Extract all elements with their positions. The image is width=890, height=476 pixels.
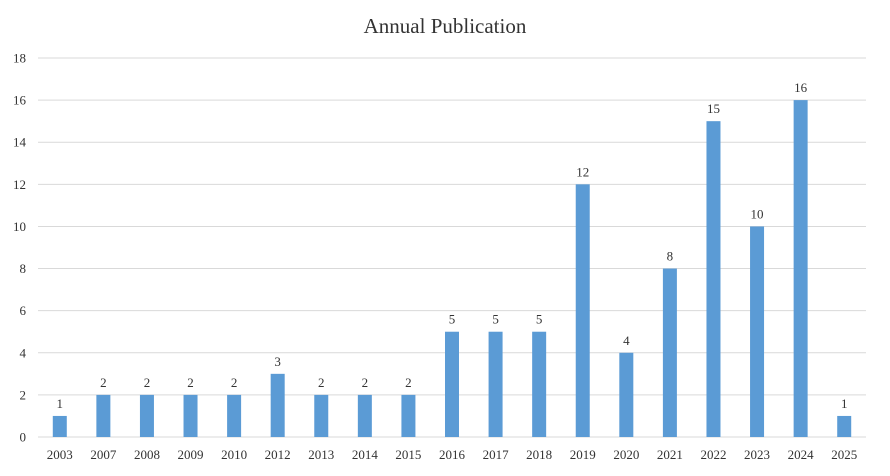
x-tick-label: 2024 [788,447,815,462]
data-label: 2 [362,375,369,390]
bar [706,121,721,438]
y-tick-label: 12 [13,177,26,192]
x-tick-label: 2025 [831,447,857,462]
data-label: 4 [623,333,630,348]
bar [488,331,503,437]
x-tick-label: 2019 [570,447,596,462]
data-label: 1 [841,396,848,411]
x-tick-label: 2010 [221,447,247,462]
x-axis-tick-labels: 2003 2007 2008 2009 2010 2012 2013 2014 2015 2016… [47,447,857,462]
data-label: 5 [492,312,499,327]
x-tick-label: 2023 [744,447,770,462]
y-tick-label: 0 [20,430,27,445]
x-tick-label: 2007 [90,447,117,462]
x-tick-label: 2017 [483,447,510,462]
data-label: 2 [405,375,412,390]
bar [619,352,634,437]
x-tick-label: 2018 [526,447,552,462]
data-label: 2 [100,375,107,390]
bars [52,100,852,438]
chart-title: Annual Publication [364,14,527,38]
bar [357,394,372,437]
y-tick-label: 14 [13,135,27,150]
bar [445,331,459,437]
y-tick-label: 8 [20,261,27,276]
bar [52,415,67,437]
data-label: 5 [449,312,456,327]
x-tick-label: 2020 [613,447,639,462]
y-tick-label: 10 [13,219,26,234]
data-label: 16 [794,80,808,95]
x-tick-label: 2021 [657,447,683,462]
x-tick-label: 2009 [178,447,204,462]
data-label: 10 [751,206,764,221]
bar [227,394,242,437]
bar [401,394,416,437]
bar [575,184,590,437]
x-tick-label: 2008 [134,447,160,462]
bar [662,268,677,437]
x-tick-label: 2012 [265,447,291,462]
x-tick-label: 2013 [308,447,334,462]
bar [183,394,198,437]
y-tick-label: 16 [13,93,27,108]
data-label: 3 [274,354,281,369]
data-label: 8 [667,249,674,264]
data-label: 5 [536,312,543,327]
y-tick-label: 18 [13,51,26,66]
data-label: 15 [707,101,720,116]
x-tick-label: 2022 [700,447,726,462]
bar [532,331,547,437]
bar [270,373,285,437]
data-label: 2 [318,375,325,390]
x-tick-label: 2014 [352,447,379,462]
data-label: 12 [576,164,589,179]
y-tick-label: 2 [20,387,27,402]
data-label: 2 [144,375,151,390]
bar [750,226,765,437]
x-tick-label: 2016 [439,447,466,462]
data-label: 2 [187,375,194,390]
bar [793,100,808,437]
bar [837,415,852,437]
y-axis-tick-labels: 0 2 4 6 8 10 12 14 16 18 [13,51,27,445]
gridlines [38,57,866,438]
bar [139,394,154,437]
bar [314,394,329,437]
data-label: 2 [231,375,238,390]
bar [96,394,111,437]
y-tick-label: 6 [20,303,27,318]
y-tick-label: 4 [20,345,27,360]
x-tick-label: 2015 [395,447,421,462]
x-tick-label: 2003 [47,447,73,462]
data-label: 1 [57,396,64,411]
